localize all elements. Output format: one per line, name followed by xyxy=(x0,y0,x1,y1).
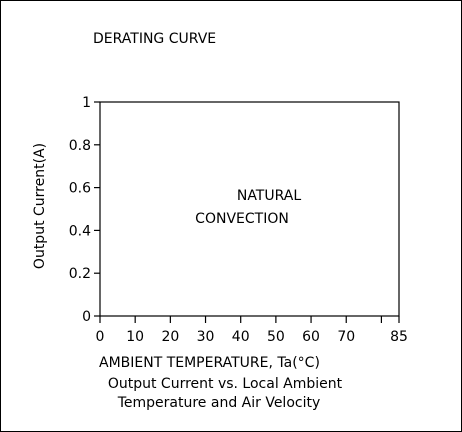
x-tick-label: 85 xyxy=(390,329,408,345)
annotation-convection: CONVECTION xyxy=(195,211,289,227)
y-tick-label: 1 xyxy=(82,95,91,111)
x-axis: 0 10 20 30 40 50 60 70 85 xyxy=(96,316,408,345)
y-axis-label: Output Current(A) xyxy=(32,143,48,269)
y-tick-label: 0.4 xyxy=(69,223,91,239)
caption-line-1: Output Current vs. Local Ambient xyxy=(108,376,343,392)
x-tick-label: 50 xyxy=(267,329,285,345)
x-axis-label: AMBIENT TEMPERATURE, Ta(°C) xyxy=(99,355,320,371)
y-tick-label: 0.6 xyxy=(69,181,91,197)
x-tick-label: 10 xyxy=(126,329,144,345)
x-tick-label: 20 xyxy=(161,329,179,345)
x-tick-label: 60 xyxy=(302,329,320,345)
caption-line-2: Temperature and Air Velocity xyxy=(117,395,321,411)
y-tick-label: 0.2 xyxy=(69,266,91,282)
chart-title: DERATING CURVE xyxy=(93,31,216,47)
y-tick-label: 0.8 xyxy=(69,138,91,154)
plot-area-border xyxy=(99,101,400,317)
x-tick-label: 70 xyxy=(337,329,355,345)
annotation-natural: NATURAL xyxy=(237,188,301,204)
x-tick-label: 30 xyxy=(197,329,215,345)
y-tick-label: 0 xyxy=(82,309,91,325)
y-axis: 0 0.2 0.4 0.6 0.8 1 xyxy=(69,95,100,325)
chart-axes xyxy=(99,101,400,317)
x-tick-label: 0 xyxy=(96,329,105,345)
x-tick-label: 40 xyxy=(232,329,250,345)
